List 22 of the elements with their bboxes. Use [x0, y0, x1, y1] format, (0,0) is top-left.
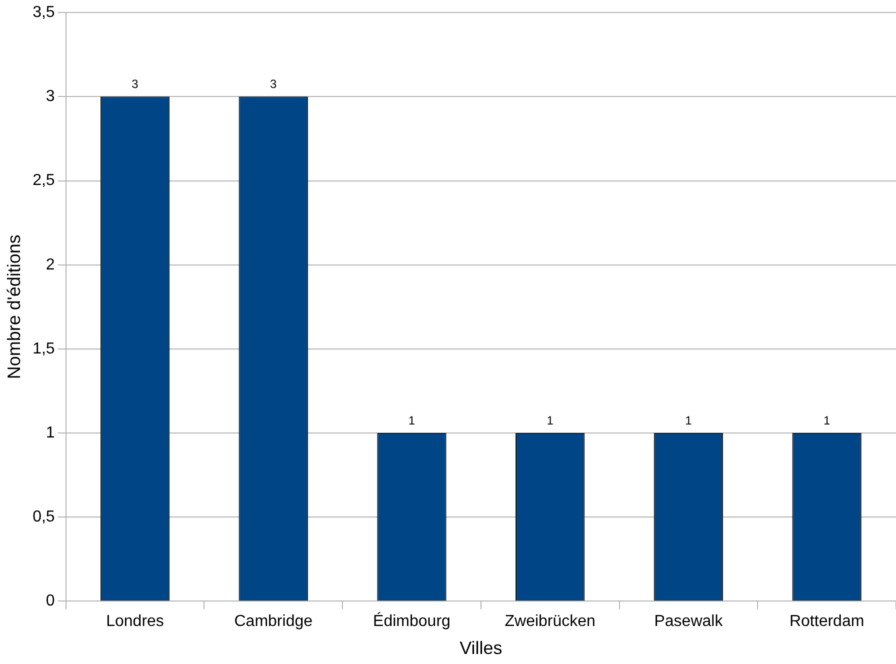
x-tick-label: Cambridge	[234, 613, 313, 630]
data-label: 1	[685, 413, 692, 428]
data-label: 1	[546, 413, 554, 428]
y-tick-label: 1,5	[32, 340, 55, 358]
x-tick-label: Rotterdam	[789, 613, 864, 630]
y-tick-label: 2,5	[32, 172, 55, 190]
y-tick-label: 2	[46, 256, 55, 274]
y-tick-label: 0,5	[32, 508, 55, 526]
y-tick-label: 3,5	[32, 4, 55, 22]
y-tick-label: 0	[46, 592, 55, 610]
x-tick-label: Zweibrücken	[504, 613, 596, 630]
y-tick-label: 1	[46, 424, 55, 442]
x-tick-label: Londres	[106, 613, 164, 630]
data-label: 3	[132, 77, 139, 91]
y-axis-title: Nombre d'éditions	[4, 234, 24, 380]
data-label: 1	[823, 413, 830, 428]
x-tick-label: Édimbourg	[373, 612, 450, 630]
data-label: 3	[270, 77, 278, 91]
y-tick-label: 3	[46, 88, 55, 106]
x-axis-title: Villes	[460, 638, 502, 658]
data-label: 1	[408, 413, 416, 428]
x-tick-label: Pasewalk	[654, 613, 724, 630]
